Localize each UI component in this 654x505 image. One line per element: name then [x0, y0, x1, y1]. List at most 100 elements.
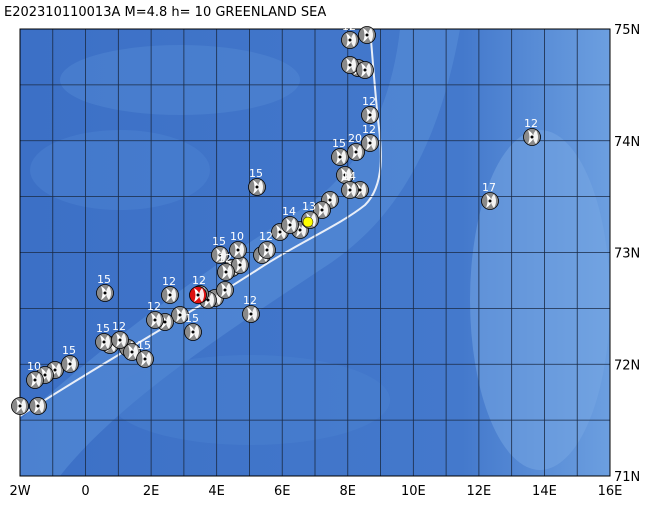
- lon-label: 16E: [598, 484, 623, 499]
- ball-lens: [46, 368, 51, 382]
- ball-dot: [368, 113, 372, 117]
- lon-label: 2W: [9, 484, 30, 499]
- ball-lens: [194, 325, 199, 339]
- ball-dot: [102, 340, 106, 344]
- ball-dot: [249, 312, 253, 316]
- focal-mechanism: [217, 263, 235, 281]
- focal-mechanism: [341, 56, 359, 74]
- focal-mechanism: [347, 143, 365, 161]
- focal-mechanism: [258, 241, 276, 259]
- focal-mechanism: [361, 134, 379, 152]
- ball-dot: [206, 298, 210, 302]
- ball-lens: [241, 258, 246, 272]
- ball-lens: [181, 308, 186, 322]
- ball-lens: [252, 307, 257, 321]
- focal-mechanism: [189, 286, 207, 304]
- event-label: 15: [212, 235, 226, 248]
- event-label: 12: [192, 274, 206, 287]
- ball-lens: [133, 345, 138, 359]
- lat-label: 72N: [614, 358, 640, 373]
- ball-lens: [156, 313, 161, 327]
- ball-lens: [121, 333, 126, 347]
- lon-label: 6E: [274, 484, 291, 499]
- map-title: E202310110013A M=4.8 h= 10 GREENLAND SEA: [4, 5, 326, 20]
- event-label: 15: [97, 273, 111, 286]
- ball-lens: [226, 283, 231, 297]
- event-label: 13: [359, 15, 373, 28]
- basemap: [20, 29, 610, 476]
- event-label: 12: [524, 117, 538, 130]
- focal-mechanism: [242, 305, 260, 323]
- map-frame: [19, 28, 611, 477]
- event-label: 17: [482, 181, 496, 194]
- ball-lens: [366, 63, 371, 77]
- event-label: 12: [259, 230, 273, 243]
- ball-dot: [53, 368, 57, 372]
- event-label: 13: [302, 200, 316, 213]
- ball-dot: [163, 320, 167, 324]
- ball-lens: [371, 136, 376, 150]
- ball-dot: [238, 263, 242, 267]
- event-label: 12: [147, 300, 161, 313]
- ball-dot: [348, 63, 352, 67]
- event-label: 12: [162, 275, 176, 288]
- ball-dot: [18, 404, 22, 408]
- ball-dot: [43, 373, 47, 377]
- ball-lens: [105, 335, 110, 349]
- lon-label: 8E: [340, 484, 357, 499]
- event-label: 10: [27, 360, 41, 373]
- ball-dot: [288, 223, 292, 227]
- focal-mechanism: [229, 241, 247, 259]
- ball-dot: [36, 404, 40, 408]
- ball-lens: [166, 315, 171, 329]
- focal-mechanism: [281, 216, 299, 234]
- ball-dot: [118, 338, 122, 342]
- lon-label: 4E: [208, 484, 225, 499]
- ball-lens: [146, 352, 151, 366]
- ball-lens: [491, 194, 496, 208]
- focal-mechanism: [248, 178, 266, 196]
- ball-dot: [363, 68, 367, 72]
- focal-mechanism: [136, 350, 154, 368]
- ball-lens: [171, 288, 176, 302]
- event-label: 12: [342, 20, 356, 33]
- focal-mechanism: [216, 281, 234, 299]
- focal-mechanism: [161, 286, 179, 304]
- event-label: 15: [332, 137, 346, 150]
- ball-dot: [33, 378, 37, 382]
- ball-dot: [153, 318, 157, 322]
- focal-mechanism: [29, 397, 47, 415]
- ball-lens: [199, 288, 204, 302]
- ball-lens: [357, 145, 362, 159]
- ball-lens: [331, 193, 336, 207]
- ball-lens: [56, 363, 61, 377]
- ball-lens: [209, 293, 214, 307]
- event-label: 20: [348, 132, 362, 145]
- focal-mechanism: [331, 148, 349, 166]
- ball-lens: [351, 33, 356, 47]
- ball-dot: [320, 208, 324, 212]
- focal-mechanism: [26, 371, 44, 389]
- ball-dot: [178, 313, 182, 317]
- ball-dot: [191, 330, 195, 334]
- focal-mechanism: [184, 323, 202, 341]
- ball-lens: [371, 108, 376, 122]
- ball-dot: [255, 185, 259, 189]
- main-event: [302, 216, 314, 228]
- event-label: 15: [249, 167, 263, 180]
- focal-mechanism: [123, 343, 141, 361]
- focal-mechanism: [61, 355, 79, 373]
- ball-dot: [365, 33, 369, 37]
- ball-dot: [343, 173, 347, 177]
- focal-mechanism: [361, 106, 379, 124]
- ball-lens: [36, 373, 41, 387]
- focal-mechanism: [341, 181, 359, 199]
- ball-lens: [106, 286, 111, 300]
- ball-dot: [278, 230, 282, 234]
- event-label: 1: [12, 386, 19, 399]
- ball-lens: [351, 183, 356, 197]
- ball-dot: [103, 291, 107, 295]
- ball-dot: [358, 188, 362, 192]
- lon-label: 2E: [143, 484, 160, 499]
